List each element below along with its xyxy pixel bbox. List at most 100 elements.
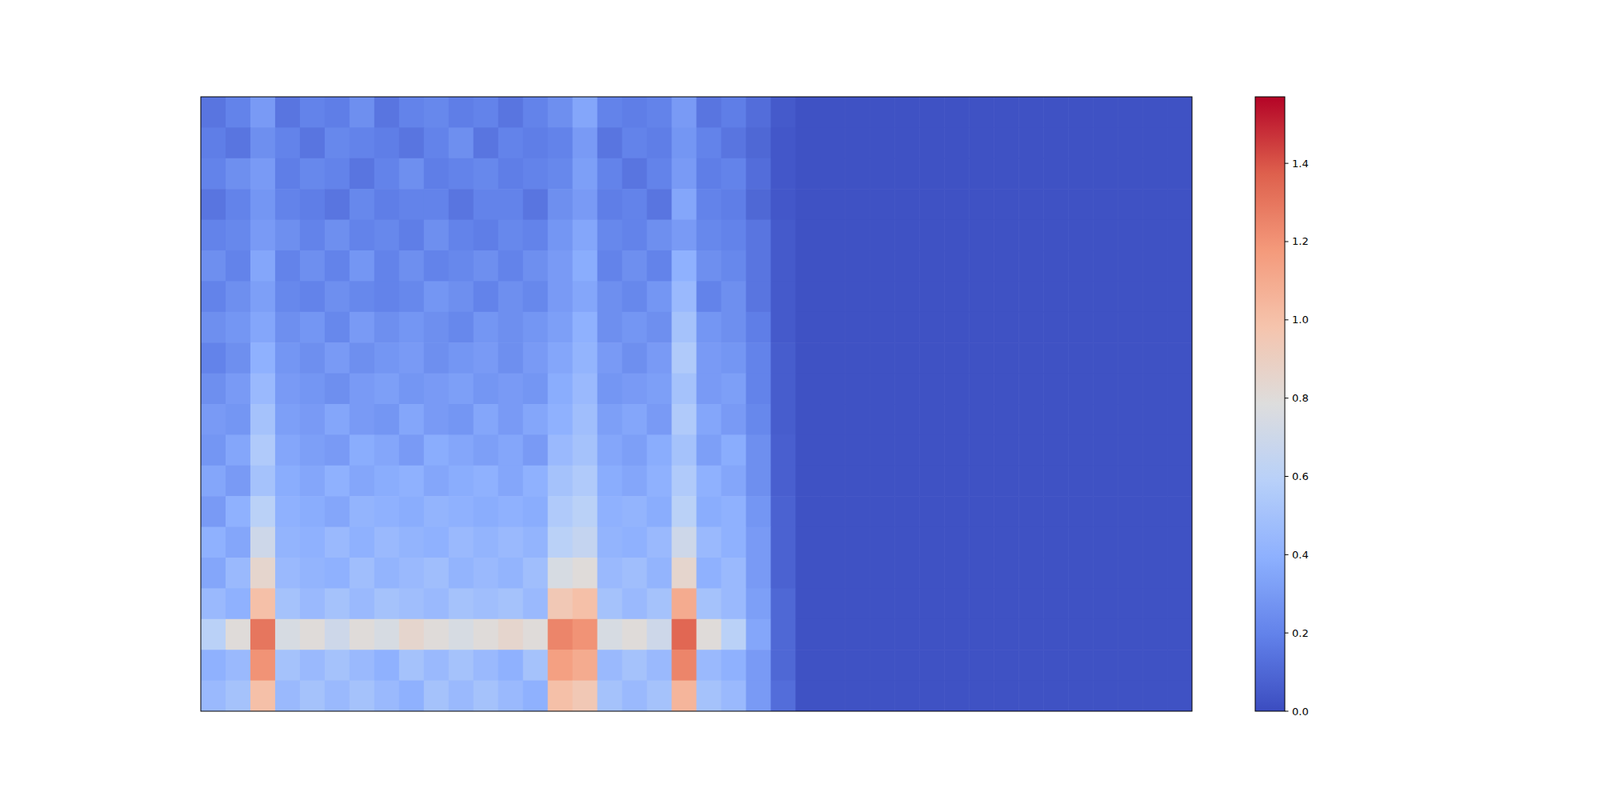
heatmap-cell [473,96,500,128]
heatmap-cell [869,188,896,220]
colorbar-tick-label: 0.6 [1292,470,1309,483]
heatmap-cell [448,527,475,559]
heatmap-cell [225,220,252,252]
heatmap-cell [572,250,599,282]
heatmap-cell [448,619,475,651]
heatmap-cell [844,96,871,128]
heatmap-cell [869,250,896,282]
heatmap-cell [944,619,970,651]
heatmap-cell [399,404,425,436]
heatmap-cell [720,342,747,374]
heatmap-cell [745,96,772,128]
heatmap-cell [770,312,796,344]
heatmap-cell [745,127,772,159]
heatmap-cell [1142,127,1168,159]
heatmap-cell [919,220,945,252]
heatmap-cell [770,649,796,681]
heatmap-cell [770,557,796,589]
heatmap-cell [1092,619,1119,651]
heatmap-cell [1043,312,1069,344]
heatmap-cell [993,312,1020,344]
heatmap-cell [300,404,326,436]
heatmap-cell [548,188,574,220]
heatmap-cell [349,680,376,712]
heatmap-cell [374,312,400,344]
heatmap-cell [944,373,970,405]
heatmap-cell [523,680,549,712]
heatmap-cell [894,188,920,220]
heatmap-cell [869,465,896,497]
heatmap-cell [844,649,871,681]
heatmap-cell [622,619,648,651]
heatmap-cell [869,373,896,405]
heatmap-cell [622,465,648,497]
heatmap-cell [399,527,425,559]
heatmap-cell [720,280,747,312]
heatmap-cell [869,496,896,528]
heatmap-cell [869,158,896,190]
heatmap-cell [720,588,747,620]
heatmap-cell [1117,588,1144,620]
heatmap-cell [225,434,252,466]
heatmap-cell [1043,434,1069,466]
heatmap-cell [399,280,425,312]
heatmap-cell [523,557,549,589]
heatmap-cell [250,680,276,712]
heatmap-cell [572,158,599,190]
heatmap-cell [795,373,821,405]
heatmap-cell [1092,342,1119,374]
heatmap-cell [968,158,995,190]
heatmap-cell [349,496,376,528]
heatmap-cell [1092,158,1119,190]
heatmap-cell [498,619,524,651]
heatmap-cell [200,312,227,344]
heatmap-cell [1167,127,1192,159]
heatmap-cell [720,527,747,559]
heatmap-cell [944,188,970,220]
heatmap-cell [548,220,574,252]
heatmap-cell [1018,527,1044,559]
heatmap-cell [1018,496,1044,528]
heatmap-cell [523,373,549,405]
heatmap-cell [1117,557,1144,589]
heatmap-cell [1142,96,1168,128]
heatmap-cell [944,312,970,344]
heatmap-cell [1018,250,1044,282]
heatmap-cell [374,158,400,190]
heatmap-cell [1092,373,1119,405]
heatmap-cell [498,188,524,220]
heatmap-cell [672,312,698,344]
heatmap-cell [473,527,500,559]
heatmap-cell [894,280,920,312]
heatmap-cell [572,649,599,681]
heatmap-cell [944,342,970,374]
heatmap-cell [993,280,1020,312]
heatmap-cell [200,158,227,190]
heatmap-cell [424,158,450,190]
heatmap-cell [548,280,574,312]
heatmap-cell [473,342,500,374]
heatmap-cell [1043,373,1069,405]
heatmap-cell [770,496,796,528]
heatmap-cell [844,619,871,651]
heatmap-cell [349,158,376,190]
heatmap-cell [696,342,723,374]
heatmap-cell [374,188,400,220]
heatmap-cell [844,557,871,589]
heatmap-cell [844,680,871,712]
heatmap-cell [399,127,425,159]
heatmap-cell [498,373,524,405]
heatmap-cell [647,496,673,528]
heatmap-cell [275,158,301,190]
heatmap-cell [448,588,475,620]
heatmap-cell [250,373,276,405]
heatmap-cell [225,649,252,681]
heatmap-cell [1068,619,1094,651]
heatmap-cell [820,619,846,651]
heatmap-cell [894,404,920,436]
heatmap-cell [200,342,227,374]
heatmap-cell [250,434,276,466]
heatmap-cell [448,680,475,712]
heatmap-cell [993,96,1020,128]
heatmap-cell [225,250,252,282]
